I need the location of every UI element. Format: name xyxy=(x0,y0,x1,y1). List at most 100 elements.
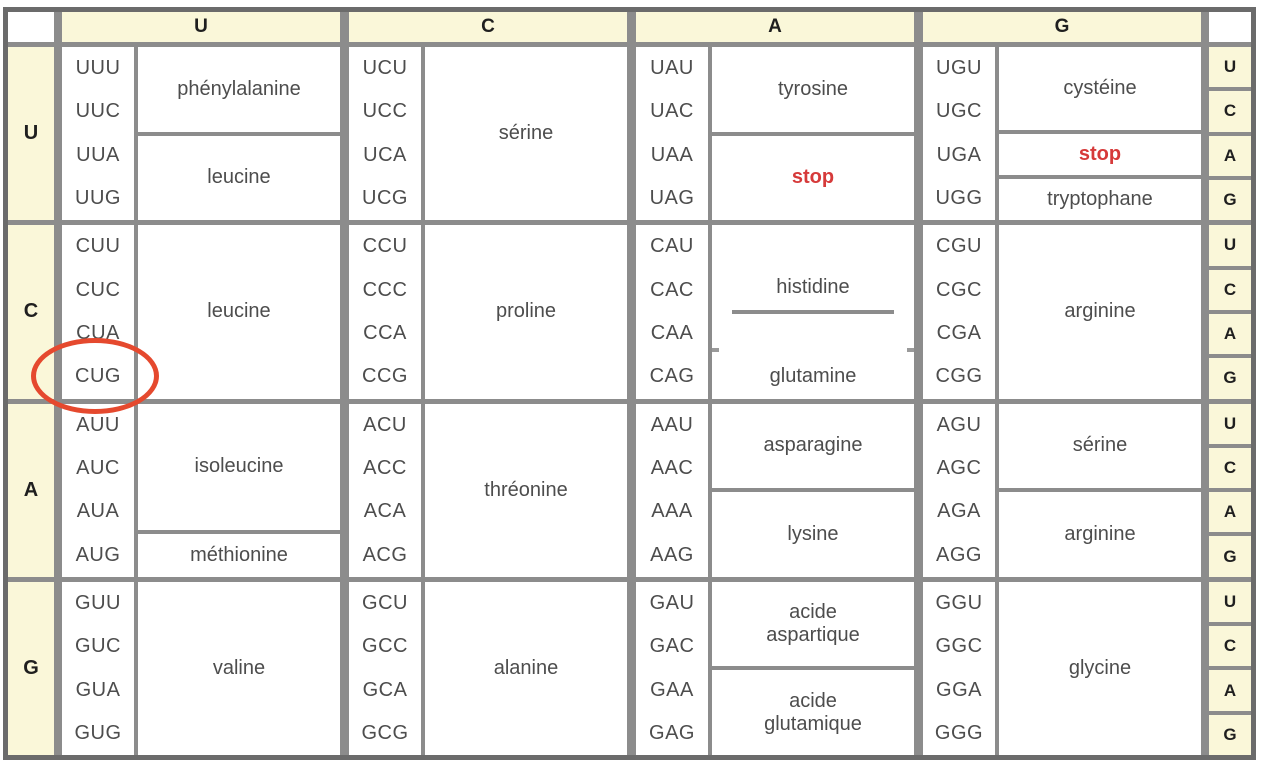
codon: CUC xyxy=(75,278,121,301)
codon: GCU xyxy=(362,591,408,614)
amino-column: arginine xyxy=(999,225,1201,399)
codon-column: AAU AAC AAA AAG xyxy=(636,403,708,577)
amino-acid-label: phénylalanine xyxy=(177,77,301,100)
quadrant-ag: AGU AGC AGA AGG sérine arginine xyxy=(923,403,1201,577)
amino-acid-cell: arginine xyxy=(999,225,1201,399)
codon: GGU xyxy=(935,591,983,614)
body-row-u: U UUU UUC UUA UUG phénylalanine leucine … xyxy=(8,47,1251,221)
amino-acid-cell: lysine xyxy=(712,492,914,577)
amino-acid-label: cystéine xyxy=(1063,76,1137,99)
codon-column: UAU UAC UAA UAG xyxy=(636,47,708,221)
third-base-cell: C xyxy=(1209,626,1251,667)
codon: AUA xyxy=(76,500,120,523)
codon-column: CAU CAC CAA CAG xyxy=(636,225,708,399)
third-base-cell: A xyxy=(1209,135,1251,176)
stop-label: stop xyxy=(791,166,835,189)
amino-acid-cell: sérine xyxy=(425,47,627,221)
codon: UGG xyxy=(935,187,983,210)
amino-column: proline xyxy=(425,225,627,399)
codon-column: AGU AGC AGA AGG xyxy=(923,403,995,577)
quadrant-ga: GAU GAC GAA GAG acide aspartique acide g… xyxy=(636,581,914,755)
codon: GUG xyxy=(74,721,122,744)
third-base-cell: G xyxy=(1209,536,1251,577)
third-base-column: U C A G xyxy=(1209,403,1251,577)
codon: CCA xyxy=(363,322,407,345)
codon: CGG xyxy=(935,365,983,388)
amino-acid-label: acide glutamique xyxy=(764,689,862,735)
amino-acid-cell: tyrosine xyxy=(712,47,914,132)
quadrant-ug: UGU UGC UGA UGG cystéine stop tryptophan… xyxy=(923,47,1201,221)
border-remnant xyxy=(907,348,914,353)
codon-column: CUU CUC CUA CUG xyxy=(62,225,134,399)
first-base-cell-c: C xyxy=(8,225,54,399)
amino-acid-label: glycine xyxy=(1068,656,1132,679)
top-right-corner-cell xyxy=(1209,12,1251,42)
codon-column: GCU GCC GCA GCG xyxy=(349,581,421,755)
third-base-column: U C A G xyxy=(1209,47,1251,221)
codon-column: CCU CCC CCA CCG xyxy=(349,225,421,399)
codon-column: UGU UGC UGA UGG xyxy=(923,47,995,221)
quadrant-ua: UAU UAC UAA UAG tyrosine stop xyxy=(636,47,914,221)
third-base-cell: U xyxy=(1209,403,1251,444)
amino-acid-label: lysine xyxy=(787,522,839,545)
amino-acid-label: méthionine xyxy=(190,544,288,567)
codon: CCG xyxy=(362,365,408,388)
body-row-c: C CUU CUC CUA CUG leucine CCU CCC CCA CC… xyxy=(8,225,1251,399)
stop-cell: stop xyxy=(712,135,914,221)
codon: UGA xyxy=(936,143,982,166)
codon-column: UCU UCC UCA UCG xyxy=(349,47,421,221)
amino-acid-label: arginine xyxy=(1064,522,1136,545)
amino-acid-label: asparagine xyxy=(763,434,863,457)
codon: ACU xyxy=(363,413,407,436)
codon: UUC xyxy=(75,100,121,123)
amino-acid-label: leucine xyxy=(207,300,271,323)
codon-column: GAU GAC GAA GAG xyxy=(636,581,708,755)
amino-acid-label: arginine xyxy=(1064,300,1136,323)
amino-column: alanine xyxy=(425,581,627,755)
amino-acid-label: sérine xyxy=(1072,434,1128,457)
codon: UCG xyxy=(362,187,408,210)
first-base-cell-a: A xyxy=(8,403,54,577)
quadrant-cu: CUU CUC CUA CUG leucine xyxy=(62,225,340,399)
codon: CCC xyxy=(362,278,408,301)
codon: AAA xyxy=(651,500,693,523)
codon: CGC xyxy=(936,278,982,301)
amino-acid-label: acide aspartique xyxy=(766,601,860,647)
codon-column: GGU GGC GGA GGG xyxy=(923,581,995,755)
codon: CAU xyxy=(650,235,694,258)
quadrant-gc: GCU GCC GCA GCG alanine xyxy=(349,581,627,755)
glutamine-half: glutamine xyxy=(712,314,914,399)
third-base-cell: G xyxy=(1209,714,1251,755)
quadrant-uc: UCU UCC UCA UCG sérine xyxy=(349,47,627,221)
amino-acid-cell: sérine xyxy=(999,403,1201,489)
codon: UGU xyxy=(936,57,982,80)
amino-column: cystéine stop tryptophane xyxy=(999,47,1201,221)
codon: UAU xyxy=(650,57,694,80)
quadrant-cg: CGU CGC CGA CGG arginine xyxy=(923,225,1201,399)
codon-column: UUU UUC UUA UUG xyxy=(62,47,134,221)
codon: GAU xyxy=(649,591,695,614)
codon-column: AUU AUC AUA AUG xyxy=(62,403,134,577)
amino-acid-label: leucine xyxy=(207,166,271,189)
second-base-header-a: A xyxy=(636,12,914,42)
histidine-half: histidine xyxy=(712,225,914,310)
codon: AGG xyxy=(936,543,982,566)
stop-cell: stop xyxy=(999,133,1201,175)
amino-acid-cell: valine xyxy=(138,581,340,755)
amino-acid-label: sérine xyxy=(498,122,554,145)
codon: UCU xyxy=(362,57,408,80)
amino-acid-cell: thréonine xyxy=(425,403,627,577)
quadrant-au: AUU AUC AUA AUG isoleucine méthionine xyxy=(62,403,340,577)
codon: UCA xyxy=(363,143,407,166)
amino-acid-label: tryptophane xyxy=(1047,188,1153,211)
codon-column: ACU ACC ACA ACG xyxy=(349,403,421,577)
quadrant-gu: GUU GUC GUA GUG valine xyxy=(62,581,340,755)
amino-acid-cell: leucine xyxy=(138,225,340,399)
codon: AAC xyxy=(650,456,694,479)
third-base-cell: A xyxy=(1209,670,1251,711)
amino-acid-label: glutamine xyxy=(769,364,857,387)
amino-acid-cell: méthionine xyxy=(138,534,340,577)
third-base-cell: C xyxy=(1209,447,1251,489)
amino-acid-cell: leucine xyxy=(138,135,340,221)
